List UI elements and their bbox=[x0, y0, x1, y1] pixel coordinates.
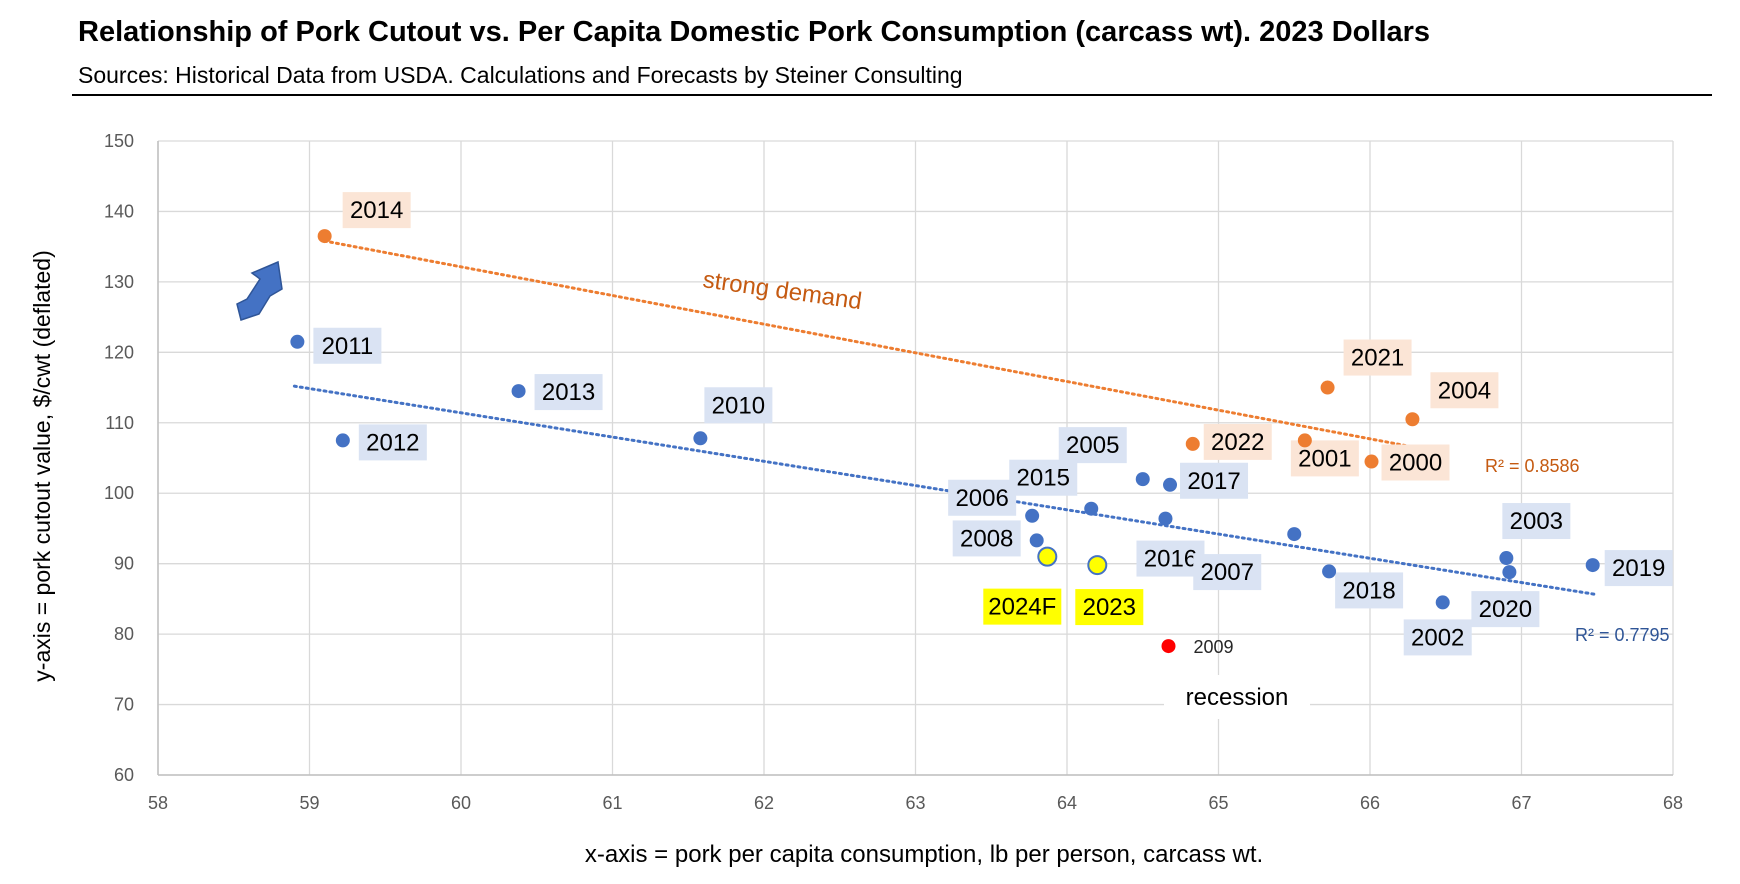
data-point bbox=[1084, 502, 1098, 516]
y-tick-label: 130 bbox=[104, 272, 134, 292]
trendlines bbox=[294, 241, 1597, 595]
point-label: 2015 bbox=[1017, 465, 1070, 492]
data-point bbox=[336, 433, 350, 447]
point-label: 2022 bbox=[1211, 429, 1264, 456]
y-tick-label: 70 bbox=[114, 695, 134, 715]
point-label: 2002 bbox=[1411, 624, 1464, 651]
x-tick-label: 61 bbox=[602, 793, 622, 813]
point-label: 2011 bbox=[322, 333, 374, 360]
data-point bbox=[512, 384, 526, 398]
y-tick-label: 90 bbox=[114, 554, 134, 574]
trendline bbox=[325, 241, 1416, 447]
y-tick-label: 110 bbox=[105, 413, 134, 433]
x-tick-label: 65 bbox=[1208, 793, 1228, 813]
data-point bbox=[693, 431, 707, 445]
point-label: 2001 bbox=[1298, 445, 1351, 472]
y-axis-label: y-axis = pork cutout value, $/cwt (defla… bbox=[29, 250, 55, 681]
data-point bbox=[1186, 437, 1200, 451]
y-tick-label: 100 bbox=[104, 483, 134, 503]
data-point bbox=[1038, 548, 1056, 566]
point-label: 2000 bbox=[1389, 450, 1442, 477]
point-label: 2016 bbox=[1144, 546, 1197, 573]
data-point bbox=[1502, 565, 1516, 579]
data-point bbox=[1158, 512, 1172, 526]
x-tick-label: 64 bbox=[1057, 793, 1077, 813]
data-point bbox=[1586, 558, 1600, 572]
point-label: 2020 bbox=[1479, 596, 1532, 623]
data-points bbox=[290, 229, 1599, 653]
data-point bbox=[1499, 551, 1513, 565]
point-label: 2019 bbox=[1612, 555, 1665, 582]
point-labels: 2014 2021 2004 2022 2001 2000 2011 2012 2013 2010… bbox=[313, 192, 1672, 657]
point-label: 2017 bbox=[1187, 468, 1240, 495]
up-arrow-icon bbox=[237, 262, 282, 320]
data-point bbox=[1298, 433, 1312, 447]
data-point bbox=[1436, 595, 1450, 609]
x-tick-label: 58 bbox=[148, 793, 168, 813]
data-point bbox=[318, 229, 332, 243]
r2-orange: R² = 0.8586 bbox=[1485, 456, 1580, 476]
x-tick-label: 60 bbox=[451, 793, 471, 813]
y-tick-label: 120 bbox=[104, 342, 134, 362]
data-point bbox=[1287, 527, 1301, 541]
data-point bbox=[1025, 509, 1039, 523]
point-label: 2009 bbox=[1194, 637, 1234, 657]
x-tick-label: 62 bbox=[754, 793, 774, 813]
point-label: 2024F bbox=[988, 594, 1056, 621]
x-tick-label: 59 bbox=[299, 793, 319, 813]
strong-demand-annotation: strong demand bbox=[701, 266, 863, 315]
point-label: 2003 bbox=[1510, 508, 1563, 535]
data-point bbox=[1322, 564, 1336, 578]
data-point bbox=[1088, 556, 1106, 574]
point-label: 2012 bbox=[366, 429, 419, 456]
data-point bbox=[290, 335, 304, 349]
data-point bbox=[1163, 478, 1177, 492]
point-label: 2004 bbox=[1438, 377, 1491, 404]
data-point bbox=[1321, 381, 1335, 395]
point-label: 2007 bbox=[1201, 559, 1254, 586]
y-tick-label: 140 bbox=[104, 201, 134, 221]
point-label: 2023 bbox=[1083, 594, 1136, 621]
x-tick-label: 67 bbox=[1511, 793, 1531, 813]
x-tick-label: 66 bbox=[1360, 793, 1380, 813]
data-point bbox=[1365, 455, 1379, 469]
x-tick-label: 63 bbox=[905, 793, 925, 813]
point-label: 2008 bbox=[960, 525, 1013, 552]
y-tick-label: 60 bbox=[114, 765, 134, 785]
r2-blue: R² = 0.7795 bbox=[1575, 625, 1670, 645]
data-point bbox=[1405, 412, 1419, 426]
point-label: 2010 bbox=[712, 392, 765, 419]
y-tick-label: 80 bbox=[114, 624, 134, 644]
recession-annotation: recession bbox=[1186, 684, 1289, 711]
point-label: 2014 bbox=[350, 197, 403, 224]
point-label: 2018 bbox=[1342, 577, 1395, 604]
x-axis-label: x-axis = pork per capita consumption, lb… bbox=[585, 841, 1263, 868]
point-label: 2021 bbox=[1351, 345, 1404, 372]
data-point bbox=[1136, 472, 1150, 486]
data-point bbox=[1030, 533, 1044, 547]
point-label: 2005 bbox=[1066, 432, 1119, 459]
y-tick-label: 150 bbox=[104, 131, 134, 151]
data-point bbox=[1162, 639, 1176, 653]
point-label: 2006 bbox=[955, 485, 1008, 512]
point-label: 2013 bbox=[542, 379, 595, 406]
x-tick-label: 68 bbox=[1663, 793, 1683, 813]
